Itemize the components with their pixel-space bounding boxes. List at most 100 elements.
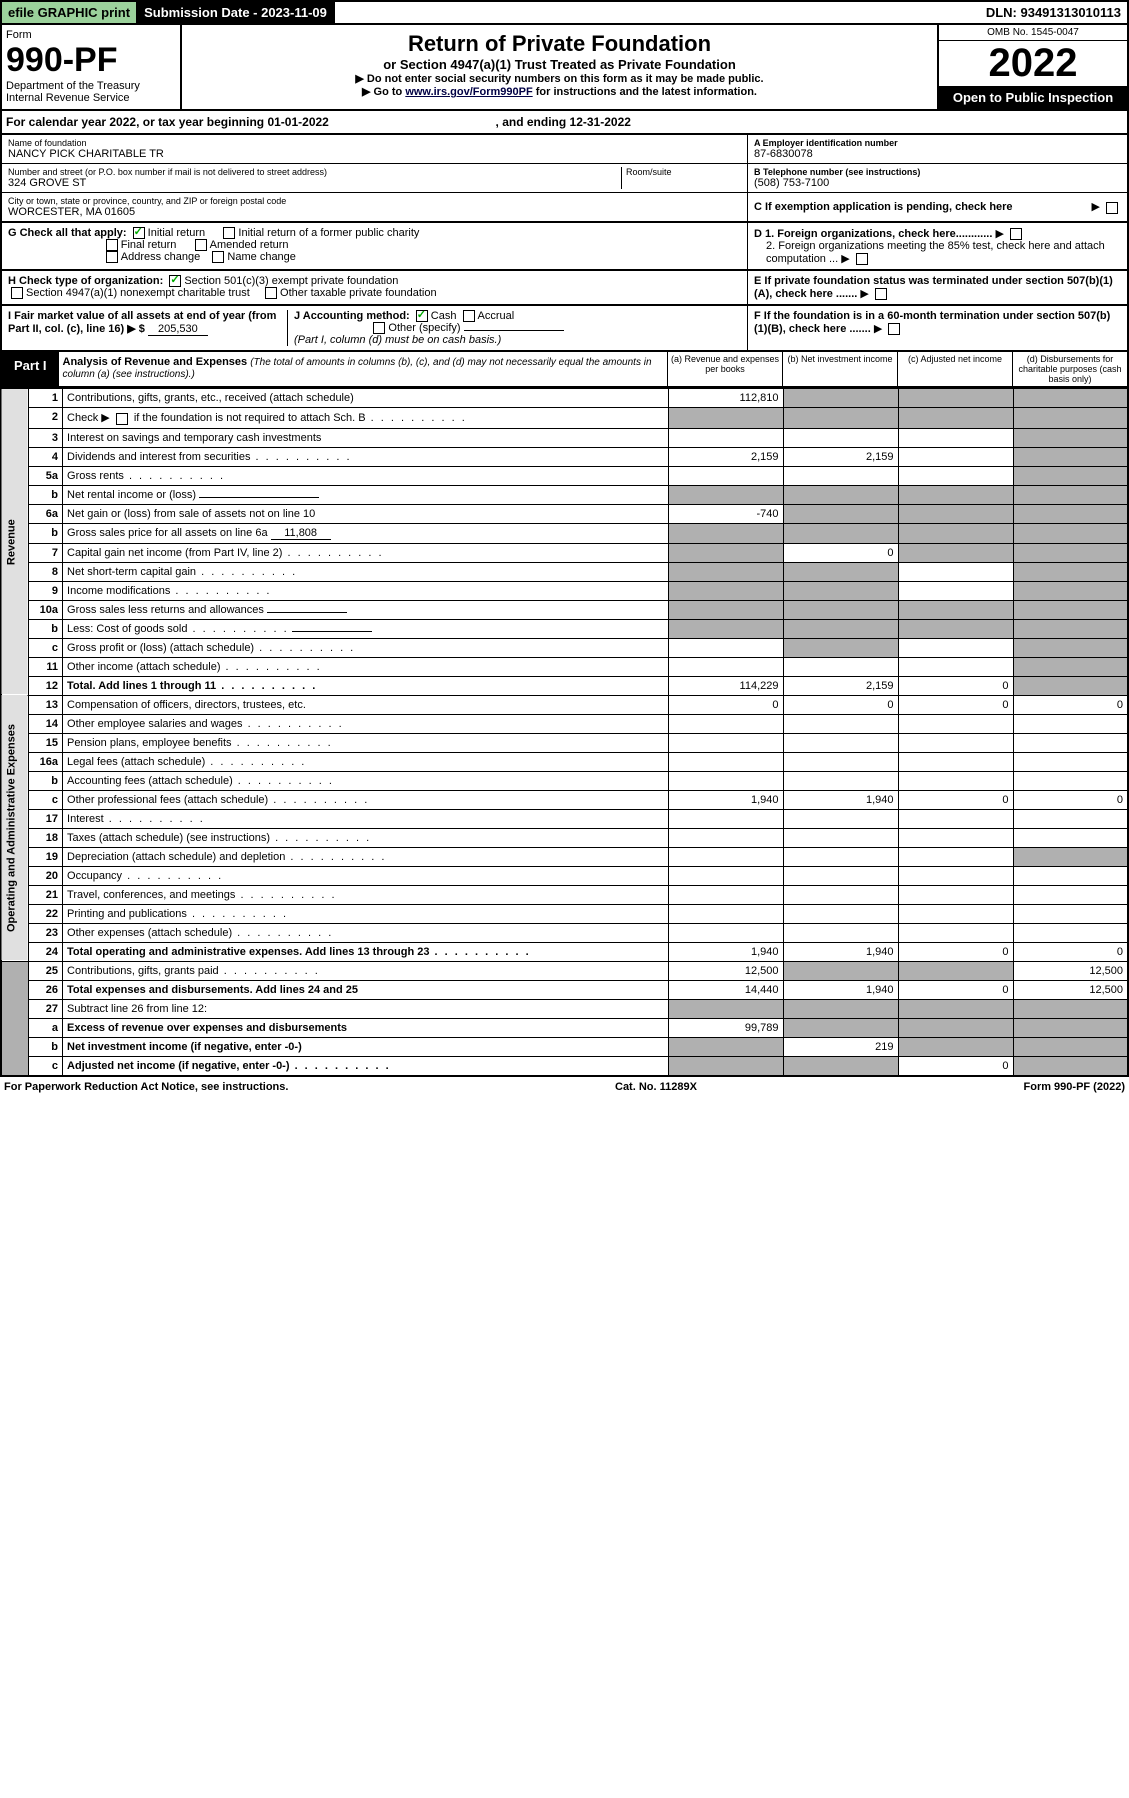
other-method-checkbox[interactable] [373, 322, 385, 334]
h-label: H Check type of organization: [8, 275, 163, 287]
row-desc: Other expenses (attach schedule) [67, 927, 232, 939]
part1-header: Part I Analysis of Revenue and Expenses … [0, 352, 1129, 388]
addr-label: Number and street (or P.O. box number if… [8, 167, 621, 177]
row-desc: Capital gain net income (from Part IV, l… [67, 547, 282, 559]
row-desc: Other employee salaries and wages [67, 718, 242, 730]
accrual-checkbox[interactable] [463, 310, 475, 322]
e-checkbox[interactable] [875, 288, 887, 300]
room-label: Room/suite [626, 167, 741, 177]
d2-label: 2. Foreign organizations meeting the 85%… [766, 240, 1105, 265]
4947-label: Section 4947(a)(1) nonexempt charitable … [26, 287, 250, 299]
address: 324 GROVE ST [8, 177, 621, 189]
form-label: Form [6, 29, 176, 41]
schb-checkbox[interactable] [116, 413, 128, 425]
row-amt-b: 1,940 [783, 790, 898, 809]
cal-end: 12-31-2022 [570, 115, 631, 129]
row-num: 12 [29, 676, 63, 695]
j-note: (Part I, column (d) must be on cash basi… [294, 334, 501, 346]
row-num: 16a [29, 752, 63, 771]
final-return-checkbox[interactable] [106, 239, 118, 251]
row-num: c [29, 790, 63, 809]
footer-mid: Cat. No. 11289X [615, 1081, 697, 1093]
row-desc: Check ▶ [67, 412, 110, 424]
dept: Department of the Treasury [6, 80, 176, 92]
row-amt-b: 0 [783, 695, 898, 714]
501c3-checkbox[interactable] [169, 275, 181, 287]
row-num: c [29, 638, 63, 657]
row-desc: Pension plans, employee benefits [67, 737, 232, 749]
row-desc: Depreciation (attach schedule) and deple… [67, 851, 285, 863]
row-amt-c: 0 [898, 1056, 1013, 1076]
row-num: 24 [29, 942, 63, 961]
row-amt-a: 1,940 [668, 790, 783, 809]
amended-return-checkbox[interactable] [195, 239, 207, 251]
initial-former-checkbox[interactable] [223, 227, 235, 239]
efile-print-button[interactable]: efile GRAPHIC print [2, 2, 138, 23]
row-desc: Interest [67, 813, 104, 825]
row-num: 22 [29, 904, 63, 923]
cal-pre: For calendar year 2022, or tax year begi… [6, 115, 267, 129]
initial-return-checkbox[interactable] [133, 227, 145, 239]
row-num: b [29, 485, 63, 504]
row-num: c [29, 1056, 63, 1076]
name-change-checkbox[interactable] [212, 251, 224, 263]
row-amt-a: 12,500 [668, 961, 783, 980]
row-desc: Other professional fees (attach schedule… [67, 794, 268, 806]
cash-checkbox[interactable] [416, 310, 428, 322]
row-amt-b: 1,940 [783, 980, 898, 999]
row-num: 18 [29, 828, 63, 847]
row-num: 13 [29, 695, 63, 714]
g-label: G Check all that apply: [8, 227, 127, 239]
row-amt-a: 1,940 [668, 942, 783, 961]
other-taxable-label: Other taxable private foundation [280, 287, 437, 299]
tax-year: 2022 [939, 41, 1127, 86]
c-checkbox[interactable] [1106, 202, 1118, 214]
col-b-header: (b) Net investment income [782, 352, 897, 386]
ij-row: I Fair market value of all assets at end… [0, 306, 1129, 352]
4947-checkbox[interactable] [11, 287, 23, 299]
row-amt-c: 0 [898, 980, 1013, 999]
row-desc: Printing and publications [67, 908, 187, 920]
row-num: b [29, 771, 63, 790]
501c3-label: Section 501(c)(3) exempt private foundat… [184, 275, 398, 287]
row-num: 8 [29, 562, 63, 581]
row-desc: Dividends and interest from securities [67, 451, 250, 463]
cal-mid: , and ending [496, 115, 570, 129]
irs-link[interactable]: www.irs.gov/Form990PF [405, 86, 532, 98]
row-desc: Travel, conferences, and meetings [67, 889, 235, 901]
form-header: Form 990-PF Department of the Treasury I… [0, 25, 1129, 111]
form-title: Return of Private Foundation [188, 31, 931, 57]
addr-change-checkbox[interactable] [106, 251, 118, 263]
phone-label: B Telephone number (see instructions) [754, 167, 1121, 177]
f-checkbox[interactable] [888, 323, 900, 335]
form-subtitle: or Section 4947(a)(1) Trust Treated as P… [188, 57, 931, 72]
addr-change-label: Address change [121, 251, 201, 263]
other-taxable-checkbox[interactable] [265, 287, 277, 299]
row-desc: Subtract line 26 from line 12: [63, 999, 668, 1018]
row-desc: Other income (attach schedule) [67, 661, 220, 673]
open-to-public: Open to Public Inspection [939, 86, 1127, 109]
ein: 87-6830078 [754, 148, 1121, 160]
row-desc: Legal fees (attach schedule) [67, 756, 205, 768]
row-num: b [29, 619, 63, 638]
row-amt-b: 219 [783, 1037, 898, 1056]
i-label: I Fair market value of all assets at end… [8, 310, 276, 335]
row-amt-a: 0 [668, 695, 783, 714]
d1-checkbox[interactable] [1010, 228, 1022, 240]
name-label: Name of foundation [8, 138, 741, 148]
e-label: E If private foundation status was termi… [754, 275, 1113, 300]
row-num: 11 [29, 657, 63, 676]
row-num: 5a [29, 466, 63, 485]
note-goto-post: for instructions and the latest informat… [536, 86, 757, 98]
row-num: 21 [29, 885, 63, 904]
row-num: 15 [29, 733, 63, 752]
row-desc: Total operating and administrative expen… [67, 946, 429, 958]
d1-label: D 1. Foreign organizations, check here..… [754, 228, 992, 240]
irs: Internal Revenue Service [6, 92, 176, 104]
phone: (508) 753-7100 [754, 177, 1121, 189]
row-desc-post: if the foundation is not required to att… [134, 412, 366, 424]
d2-checkbox[interactable] [856, 253, 868, 265]
col-d-header: (d) Disbursements for charitable purpose… [1012, 352, 1127, 386]
row-desc: Less: Cost of goods sold [67, 623, 187, 635]
row-num: 19 [29, 847, 63, 866]
